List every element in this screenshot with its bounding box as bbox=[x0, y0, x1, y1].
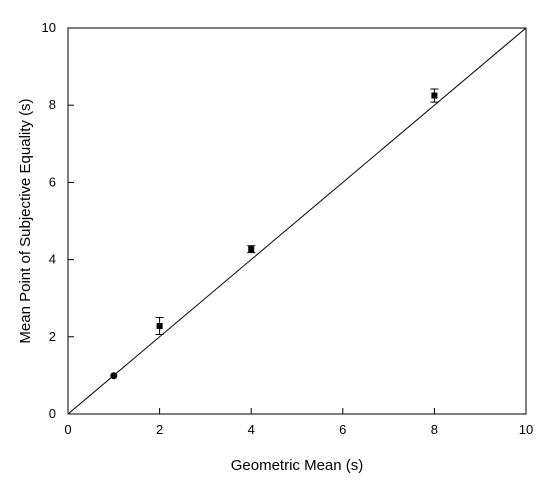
x-tick-label: 0 bbox=[64, 422, 71, 437]
y-tick-label: 10 bbox=[42, 20, 56, 35]
data-point bbox=[156, 322, 163, 329]
x-tick-label: 10 bbox=[519, 422, 533, 437]
x-axis: 0 2 4 6 8 10 bbox=[64, 408, 533, 437]
data-points bbox=[110, 88, 439, 380]
data-point bbox=[248, 246, 255, 253]
y-axis: 0 2 4 6 8 10 bbox=[42, 20, 74, 421]
y-tick-label: 4 bbox=[49, 252, 56, 267]
data-point bbox=[431, 92, 438, 99]
x-tick-label: 6 bbox=[339, 422, 346, 437]
x-tick-label: 4 bbox=[248, 422, 255, 437]
y-tick-label: 0 bbox=[49, 406, 56, 421]
y-tick-label: 2 bbox=[49, 329, 56, 344]
identity-reference-line bbox=[67, 27, 527, 415]
x-axis-title: Geometric Mean (s) bbox=[231, 457, 364, 474]
y-tick-label: 8 bbox=[49, 97, 56, 112]
y-tick-label: 6 bbox=[49, 174, 56, 189]
data-point bbox=[110, 372, 118, 380]
x-tick-label: 8 bbox=[431, 422, 438, 437]
y-axis-title: Mean Point of Subjective Equality (s) bbox=[17, 98, 34, 343]
x-tick-label: 2 bbox=[156, 422, 163, 437]
plot-frame bbox=[67, 27, 527, 415]
